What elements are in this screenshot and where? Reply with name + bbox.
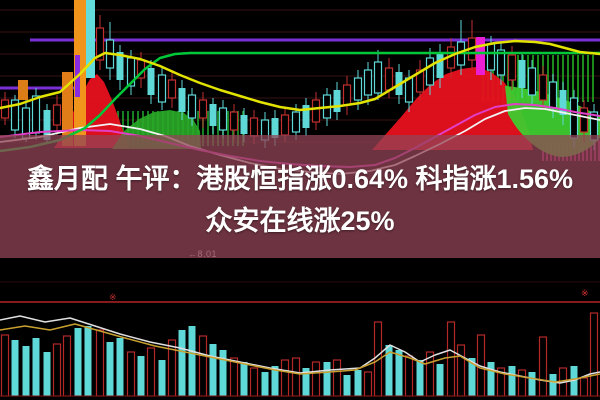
headline-line2: 众安在线涨25% (205, 206, 395, 236)
headline-line1: 鑫月配 午评：港股恒指涨0.64% 科指涨1.56% (26, 164, 574, 194)
svg-text:※: ※ (109, 292, 117, 302)
svg-text:※: ※ (581, 288, 589, 298)
headline-banner: 鑫月配 午评：港股恒指涨0.64% 科指涨1.56% 众安在线涨25% (0, 135, 600, 258)
